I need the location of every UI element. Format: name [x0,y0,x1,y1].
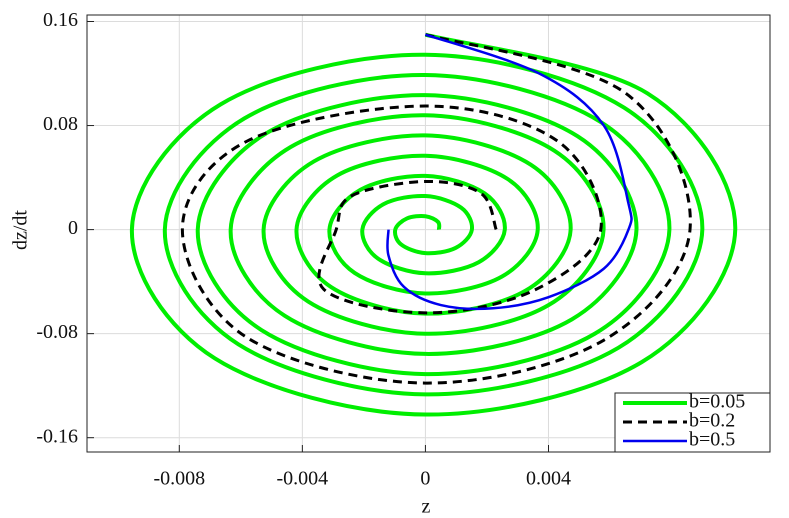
legend-label: b=0.2 [689,410,735,432]
y-tick-label: -0.08 [36,321,78,343]
x-axis-label: z [422,496,431,518]
legend-label: b=0.05 [689,391,745,413]
legend: b=0.05b=0.2b=0.5 [614,391,771,453]
y-tick-label: 0.08 [43,113,78,135]
y-tick-label: 0.16 [43,9,78,31]
series-line [129,32,738,417]
series-line [180,33,692,385]
series-line [386,33,633,311]
x-tick-label: 0 [420,468,430,490]
plot-frame [86,14,771,453]
x-tick-label: -0.004 [277,468,329,490]
y-tick-label: -0.16 [36,425,78,447]
x-tick-label: -0.008 [153,468,205,490]
y-axis-label: dz/dt [10,210,32,250]
y-tick-label: 0 [68,217,78,239]
x-tick-label: 0.004 [526,468,571,490]
legend-label: b=0.5 [689,429,735,451]
